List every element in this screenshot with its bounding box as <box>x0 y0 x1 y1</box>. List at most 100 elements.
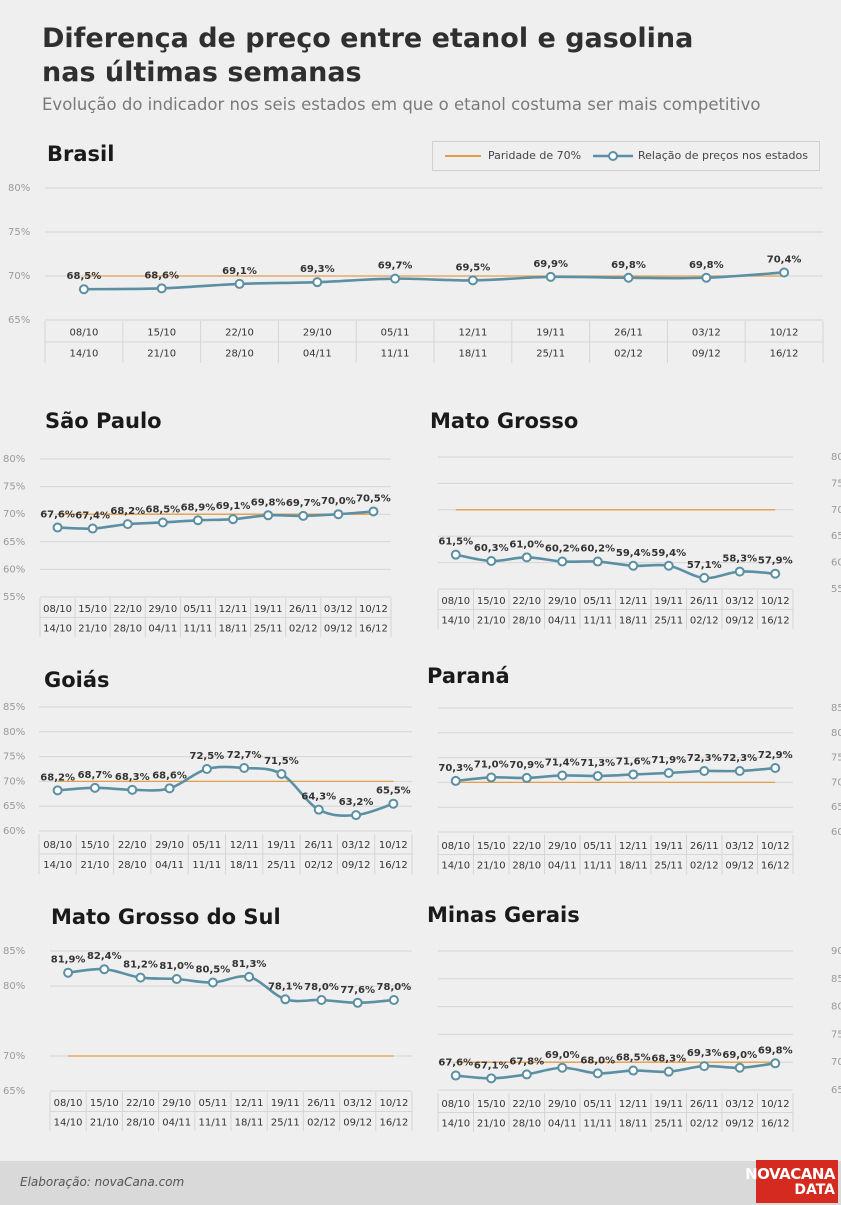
data-label: 69,5% <box>456 262 491 273</box>
category-start-label: 05/11 <box>583 841 612 852</box>
category-start-label: 12/11 <box>235 1098 264 1109</box>
data-point <box>201 764 212 774</box>
series-line <box>455 766 776 783</box>
category-start-label: 22/10 <box>225 328 254 339</box>
category-start-label: 03/12 <box>692 328 721 339</box>
category-end-label: 09/12 <box>342 860 371 871</box>
data-label: 59,4% <box>616 548 651 559</box>
category-end-label: 11/11 <box>381 349 410 360</box>
series-line <box>67 967 395 1005</box>
data-label: 82,4% <box>87 951 122 962</box>
category-start-label: 22/10 <box>512 841 541 852</box>
category-start-label: 08/10 <box>43 840 72 851</box>
data-point <box>734 1062 745 1073</box>
y-tick-label: 75% <box>831 753 841 764</box>
y-tick-label: 70% <box>831 1057 841 1068</box>
data-point <box>164 783 175 794</box>
data-point <box>228 514 239 525</box>
category-end-label: 02/12 <box>690 860 719 871</box>
category-end-label: 28/10 <box>126 1117 155 1128</box>
data-label: 69,8% <box>758 1045 793 1056</box>
data-label: 72,5% <box>189 751 224 762</box>
category-end-label: 25/11 <box>536 349 565 360</box>
category-end-label: 11/11 <box>583 1118 612 1129</box>
series-line <box>455 1062 776 1080</box>
category-end-label: 25/11 <box>654 860 683 871</box>
category-end-label: 28/10 <box>512 860 541 871</box>
data-label: 67,6% <box>438 1058 473 1069</box>
logo-line-1: NOVACANA <box>745 1165 835 1183</box>
category-start-label: 05/11 <box>583 1099 612 1110</box>
y-tick-label: 80% <box>831 728 841 739</box>
category-start-label: 08/10 <box>43 604 72 615</box>
data-label: 80,5% <box>196 965 231 976</box>
data-label: 67,8% <box>509 1056 544 1067</box>
data-label: 69,0% <box>722 1050 757 1061</box>
data-point <box>207 977 218 988</box>
data-point <box>313 804 324 815</box>
data-label: 68,0% <box>580 1055 615 1066</box>
category-start-label: 12/11 <box>230 840 259 851</box>
y-tick-label: 65% <box>3 1086 25 1097</box>
data-label: 70,4% <box>767 254 802 265</box>
data-label: 72,9% <box>758 750 793 761</box>
data-point <box>628 769 639 780</box>
category-start-label: 29/10 <box>548 1099 577 1110</box>
data-point <box>486 772 497 783</box>
data-label: 63,2% <box>339 797 374 808</box>
data-point <box>770 568 781 579</box>
category-start-label: 22/10 <box>113 604 142 615</box>
data-label: 81,0% <box>159 961 194 972</box>
chart-title-minas-gerais: Minas Gerais <box>427 903 580 927</box>
category-end-label: 18/11 <box>230 860 259 871</box>
y-tick-label: 85% <box>3 946 25 957</box>
category-end-label: 16/12 <box>761 615 790 626</box>
data-label: 68,6% <box>144 270 179 281</box>
data-point <box>244 971 255 982</box>
category-start-label: 08/10 <box>441 596 470 607</box>
category-end-label: 04/11 <box>548 615 577 626</box>
data-point <box>450 549 461 560</box>
category-start-label: 10/12 <box>359 604 388 615</box>
y-tick-label: 85% <box>831 974 841 985</box>
data-label: 72,3% <box>722 753 757 764</box>
data-label: 69,0% <box>545 1050 580 1061</box>
data-label: 57,9% <box>758 556 793 567</box>
data-point <box>486 1073 497 1084</box>
category-start-label: 05/11 <box>184 604 213 615</box>
data-label: 69,3% <box>687 1048 722 1059</box>
category-start-label: 19/11 <box>254 604 283 615</box>
y-tick-label: 60% <box>3 826 25 837</box>
category-start-label: 12/11 <box>619 1099 648 1110</box>
data-point <box>89 782 100 793</box>
category-end-label: 09/12 <box>692 349 721 360</box>
data-point <box>628 1065 639 1076</box>
legend: Paridade de 70% Relação de preços nos es… <box>432 141 820 171</box>
data-point <box>663 560 674 571</box>
page-subtitle: Evolução do indicador nos seis estados e… <box>42 95 761 114</box>
category-start-label: 19/11 <box>271 1098 300 1109</box>
data-point <box>87 523 98 534</box>
category-start-label: 29/10 <box>548 596 577 607</box>
category-start-label: 05/11 <box>192 840 221 851</box>
category-start-label: 26/11 <box>614 328 643 339</box>
y-tick-label: 75% <box>3 752 25 763</box>
y-tick-label: 65% <box>8 315 30 326</box>
data-point <box>701 272 712 283</box>
y-tick-label: 80% <box>831 452 841 463</box>
category-start-label: 12/11 <box>619 841 648 852</box>
series-line <box>57 765 394 817</box>
data-label: 69,1% <box>222 266 257 277</box>
category-end-label: 04/11 <box>548 1118 577 1129</box>
category-start-label: 29/10 <box>155 840 184 851</box>
category-end-label: 11/11 <box>583 615 612 626</box>
y-tick-label: 60% <box>3 564 25 575</box>
category-start-label: 08/10 <box>441 1099 470 1110</box>
chart-title-mato-grosso-do-sul: Mato Grosso do Sul <box>51 905 281 929</box>
y-tick-label: 65% <box>831 802 841 813</box>
category-start-label: 10/12 <box>379 1098 408 1109</box>
category-start-label: 15/10 <box>78 604 107 615</box>
category-end-label: 21/10 <box>90 1117 119 1128</box>
category-end-label: 04/11 <box>148 623 177 634</box>
